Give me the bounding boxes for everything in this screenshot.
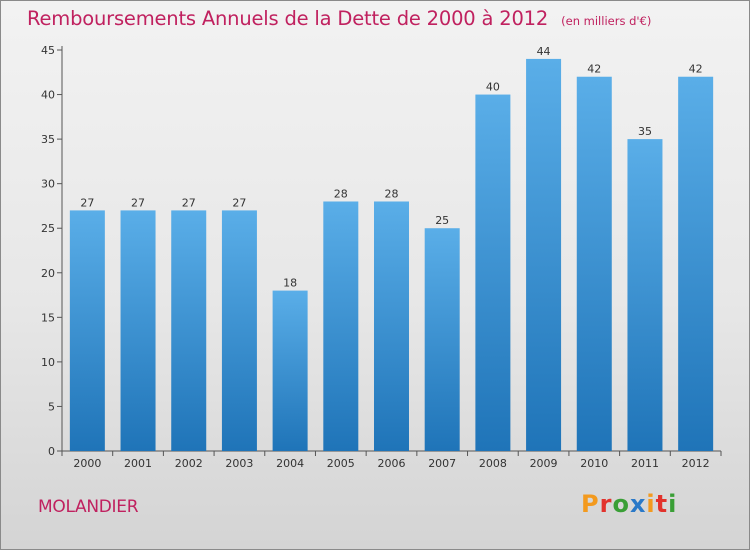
x-tick-label: 2005 (327, 457, 355, 470)
x-tick-label: 2001 (124, 457, 152, 470)
y-tick-label: 15 (41, 311, 55, 324)
x-tick-label: 2000 (73, 457, 101, 470)
x-tick-label: 2009 (530, 457, 558, 470)
x-tick-label: 2008 (479, 457, 507, 470)
value-label: 42 (689, 63, 703, 76)
bars (69, 58, 714, 452)
title-row: Remboursements Annuels de la Dette de 20… (27, 7, 651, 30)
value-label: 28 (385, 187, 399, 200)
logo-letter: i (646, 490, 656, 518)
x-tick-label: 2012 (682, 457, 710, 470)
value-label: 44 (537, 45, 551, 58)
bar-2011[interactable] (627, 139, 663, 451)
value-label: 42 (587, 63, 601, 76)
value-label: 28 (334, 187, 348, 200)
x-tick-label: 2011 (631, 457, 659, 470)
y-tick-label: 5 (48, 400, 55, 413)
logo-letter: o (612, 490, 630, 518)
logo-letter: r (599, 490, 613, 518)
logo-letter: t (655, 490, 669, 518)
x-axis: 2000 2001 2002 2003 2004 2005 2006 2007 2008 2009… (61, 450, 722, 470)
bar-2006[interactable] (374, 201, 409, 451)
y-tick-label: 20 (41, 267, 55, 280)
logo-letter: i (668, 490, 678, 518)
value-label: 25 (435, 214, 449, 227)
value-labels: 27 27 27 27 18 28 28 25 40 44 42 35 42 (80, 45, 702, 290)
x-tick-label: 2010 (580, 457, 608, 470)
x-tick-label: 2004 (276, 457, 304, 470)
unit-label: (en milliers d'€) (561, 14, 652, 28)
bar-2005[interactable] (323, 201, 359, 451)
bar-2009[interactable] (526, 58, 562, 452)
value-label: 18 (283, 277, 297, 290)
commune-name: MOLANDIER (38, 497, 139, 517)
y-tick-label: 30 (41, 178, 55, 191)
bar-2002[interactable] (171, 210, 207, 451)
bar-2007[interactable] (424, 228, 460, 451)
value-label: 40 (486, 81, 500, 94)
y-tick-label: 40 (41, 89, 55, 102)
bar-2003[interactable] (221, 210, 257, 451)
logo-letter: x (629, 490, 647, 518)
value-label: 27 (131, 196, 145, 209)
logo-letter: P (581, 490, 600, 518)
x-tick-label: 2006 (378, 457, 406, 470)
value-label: 35 (638, 125, 652, 138)
y-axis: 0 5 10 15 20 25 30 35 40 45 (41, 44, 63, 458)
bar-2000[interactable] (69, 210, 105, 451)
y-tick-label: 25 (41, 222, 55, 235)
proxiti-logo[interactable]: Proxiti (581, 490, 677, 518)
value-label: 27 (182, 196, 196, 209)
bar-2004[interactable] (272, 290, 308, 451)
x-tick-label: 2007 (428, 457, 456, 470)
bar-2012[interactable] (678, 76, 714, 451)
y-tick-label: 35 (41, 133, 55, 146)
y-tick-label: 0 (48, 445, 55, 458)
value-label: 27 (232, 196, 246, 209)
value-label: 27 (80, 196, 94, 209)
chart-title: Remboursements Annuels de la Dette de 20… (27, 7, 549, 30)
bar-2010[interactable] (576, 76, 612, 451)
x-tick-label: 2003 (225, 457, 253, 470)
bar-2001[interactable] (120, 210, 156, 451)
bar-2008[interactable] (475, 94, 511, 452)
y-tick-label: 10 (41, 356, 55, 369)
x-tick-label: 2002 (175, 457, 203, 470)
y-tick-label: 45 (41, 44, 55, 57)
